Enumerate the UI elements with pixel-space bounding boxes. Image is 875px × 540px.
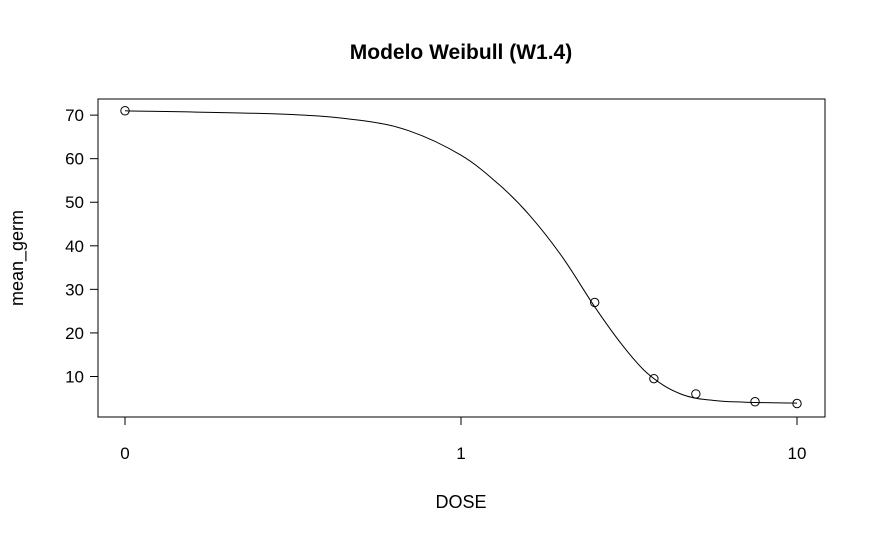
y-tick-label: 10 xyxy=(65,367,84,386)
data-point xyxy=(691,389,701,399)
data-point xyxy=(750,397,760,407)
x-tick-label: 1 xyxy=(456,444,465,463)
data-point xyxy=(590,297,600,308)
x-tick-label: 10 xyxy=(788,444,807,463)
y-axis: 10 20 30 40 50 60 70 xyxy=(65,106,98,386)
x-axis-label: DOSE xyxy=(435,492,486,512)
y-tick-label: 20 xyxy=(65,324,84,343)
data-point xyxy=(792,398,802,409)
y-tick-label: 50 xyxy=(65,193,84,212)
data-points xyxy=(120,106,802,409)
plot-frame xyxy=(97,98,826,418)
chart-title: Modelo Weibull (W1.4) xyxy=(350,41,572,64)
y-tick-label: 70 xyxy=(65,106,84,125)
y-tick-label: 30 xyxy=(65,280,84,299)
y-tick-label: 60 xyxy=(65,150,84,169)
x-axis: 0 1 10 xyxy=(120,417,806,463)
fitted-curve xyxy=(124,110,798,404)
y-axis-label: mean_germ xyxy=(7,210,28,306)
data-point xyxy=(649,373,659,384)
x-tick-label: 0 xyxy=(120,444,129,463)
y-tick-label: 40 xyxy=(65,237,84,256)
data-point xyxy=(120,106,130,116)
